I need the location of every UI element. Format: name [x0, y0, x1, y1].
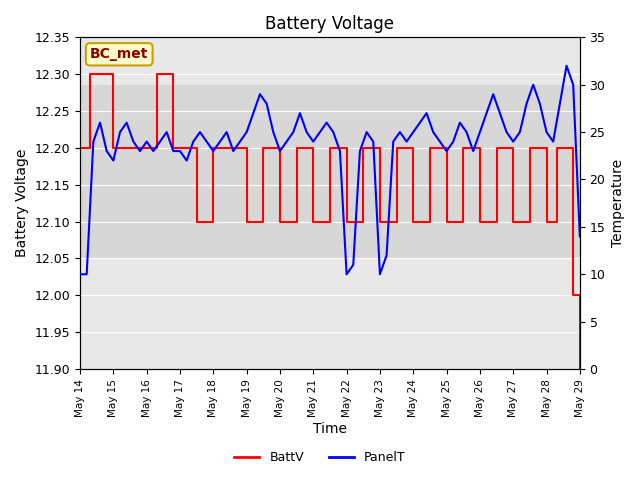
Y-axis label: Battery Voltage: Battery Voltage — [15, 149, 29, 257]
Legend: BattV, PanelT: BattV, PanelT — [229, 446, 411, 469]
Y-axis label: Temperature: Temperature — [611, 159, 625, 247]
X-axis label: Time: Time — [313, 422, 347, 436]
Text: BC_met: BC_met — [90, 48, 148, 61]
Title: Battery Voltage: Battery Voltage — [266, 15, 394, 33]
Bar — [80, 85, 580, 258]
